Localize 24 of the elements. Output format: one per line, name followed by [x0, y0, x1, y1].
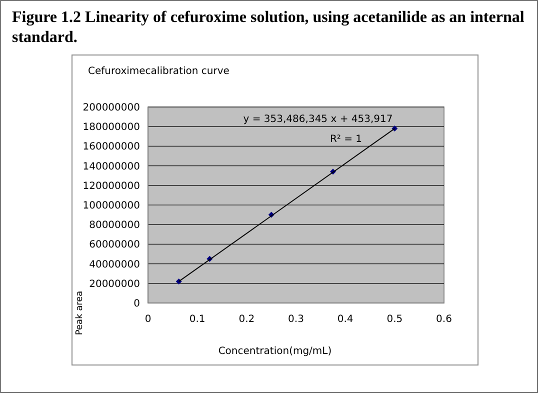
x-tick-label: 0.6: [436, 314, 452, 325]
y-tick-label: 60000000: [89, 240, 140, 251]
x-tick-label: 0.5: [386, 314, 403, 325]
y-axis-title: Peak area: [75, 290, 85, 336]
y-tick-label: 80000000: [89, 220, 140, 232]
annotation: y = 353,486,345 x + 453,917: [243, 114, 393, 125]
y-tick-label: 0: [134, 298, 140, 310]
x-tick-label: 0.1: [189, 314, 206, 325]
chart-title: Figure 1.2 Linearity of cefuroxime solution, using acetanilide as an internal standard.: [12, 9, 525, 46]
x-axis-title: Concentration(mg/mL): [218, 346, 332, 357]
annotation: R² = 1: [330, 134, 362, 145]
x-tick-label: 0.2: [238, 314, 255, 325]
y-tick-label: 140000000: [82, 161, 140, 172]
y-tick-label: 120000000: [82, 180, 140, 192]
chart-subtitle: Cefuroximecalibration curve: [88, 66, 230, 77]
y-tick-label: 200000000: [82, 102, 140, 114]
x-tick-label: 0.4: [337, 314, 354, 325]
y-tick-label: 100000000: [82, 200, 140, 212]
x-tick-label: 0: [144, 314, 152, 325]
y-tick-label: 20000000: [89, 278, 140, 290]
y-tick-label: 180000000: [82, 122, 140, 134]
y-tick-label: 160000000: [82, 142, 140, 153]
x-tick-label: 0.3: [288, 314, 304, 325]
y-tick-label: 40000000: [89, 259, 140, 270]
